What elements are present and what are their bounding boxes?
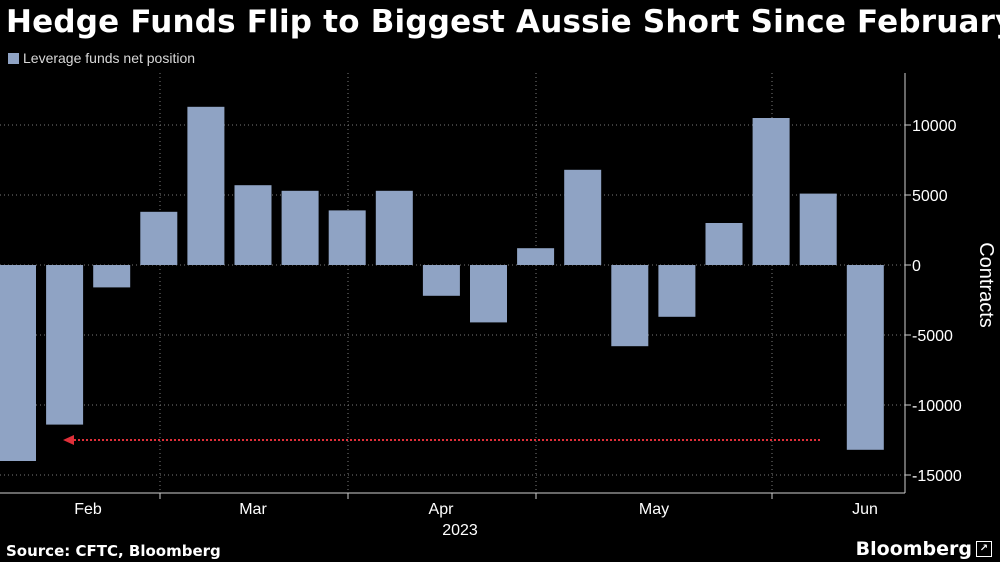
y-tick-label: -10000 [912, 398, 962, 415]
brand-icon: ↗ [976, 541, 992, 557]
bar [46, 265, 84, 425]
bar [517, 248, 555, 265]
bar [611, 265, 649, 347]
y-tick-label: 5000 [912, 188, 948, 205]
bar [752, 118, 790, 265]
source-note: Source: CFTC, Bloomberg [6, 542, 221, 560]
bar [846, 265, 884, 450]
bar [0, 265, 36, 461]
chart-title: Hedge Funds Flip to Biggest Aussie Short… [6, 4, 1000, 40]
bar [328, 210, 366, 265]
bar [470, 265, 507, 323]
y-tick-label: -15000 [912, 468, 962, 485]
x-tick-label: Feb [74, 501, 102, 518]
y-axis-label: Contracts [975, 242, 997, 328]
y-tick-label: 10000 [912, 118, 957, 135]
bar [799, 193, 837, 265]
x-tick-label: Mar [239, 501, 267, 518]
bar [93, 265, 131, 288]
annotation-arrow-head [63, 435, 74, 445]
legend-swatch [8, 52, 19, 64]
bar [140, 211, 178, 265]
legend: Leverage funds net position [8, 50, 195, 66]
bar [705, 223, 743, 265]
bar [375, 190, 413, 265]
x-axis-year-label: 2023 [442, 522, 478, 539]
bar [422, 265, 460, 296]
bar [234, 185, 272, 265]
x-tick-label: May [639, 501, 669, 518]
x-tick-label: Jun [852, 501, 878, 518]
bar [658, 265, 696, 317]
brand-logo: Bloomberg ↗ [856, 538, 992, 560]
x-tick-label: Apr [429, 501, 455, 518]
bar [187, 106, 225, 265]
brand-name: Bloomberg [855, 538, 972, 560]
bar [564, 169, 602, 265]
bar [281, 190, 319, 265]
legend-label: Leverage funds net position [23, 50, 196, 66]
y-tick-label: -5000 [912, 328, 953, 345]
y-tick-label: 0 [912, 258, 921, 275]
